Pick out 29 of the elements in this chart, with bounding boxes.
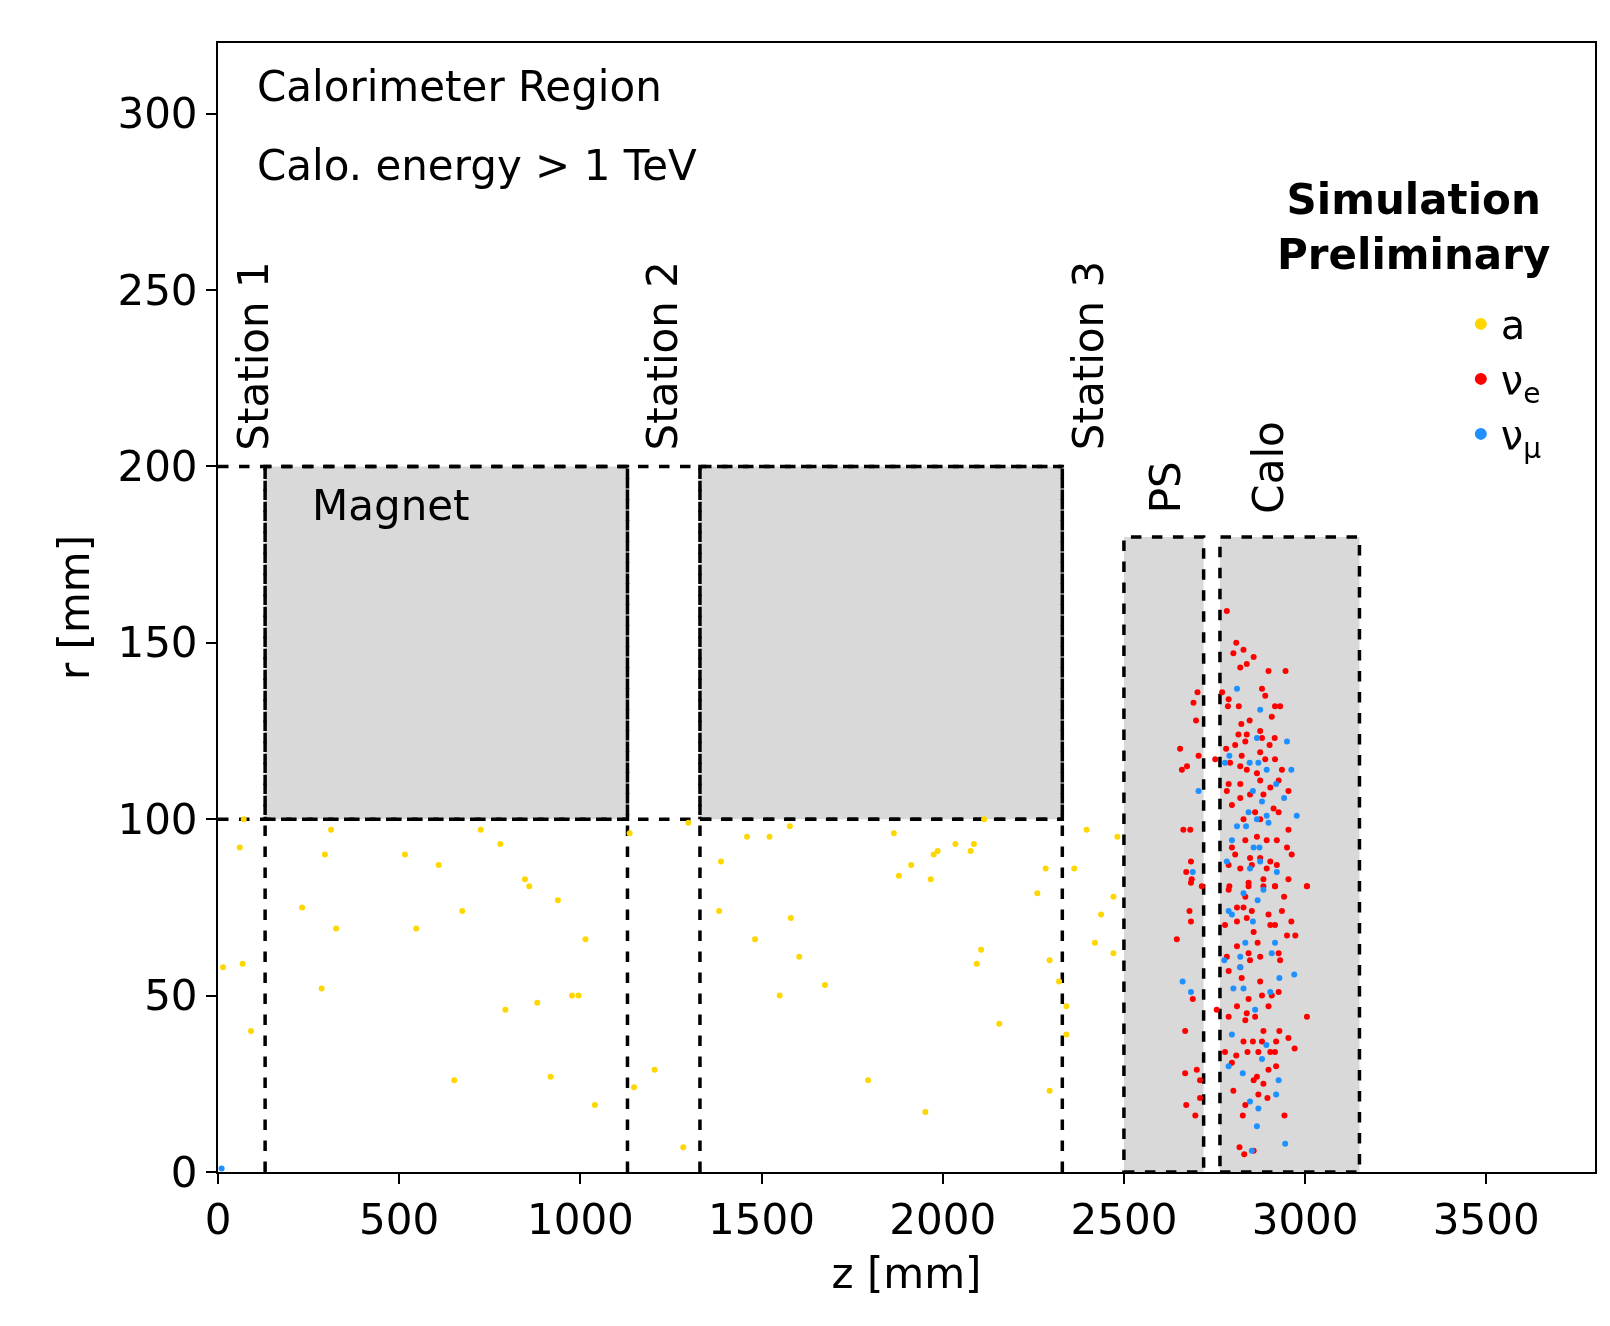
x-tick-label: 3500 (1432, 1195, 1540, 1245)
annotation: PS (1140, 461, 1190, 514)
y-tick-label: 250 (117, 265, 198, 315)
x-tick-label: 0 (204, 1195, 232, 1245)
y-tick-label: 300 (117, 89, 198, 139)
y-tick-label: 200 (117, 442, 198, 492)
x-tick-label: 1000 (526, 1195, 634, 1245)
legend-label: ν$_{e}$ (1500, 357, 1541, 410)
y-tick-label: 150 (117, 618, 198, 668)
x-tick-label: 500 (359, 1195, 440, 1245)
x-axis-title: z [mm] (831, 1248, 982, 1298)
annotation: Station 1 (229, 261, 279, 451)
annotation: Simulation Preliminary (1277, 175, 1551, 279)
annotation: Magnet (312, 481, 470, 530)
x-tick-label: 2500 (1070, 1195, 1178, 1245)
legend-label: a (1500, 302, 1526, 349)
x-tick-label: 3000 (1251, 1195, 1359, 1245)
y-axis-title: r [mm] (49, 534, 99, 681)
annotation: Calo. energy > 1 TeV (257, 141, 698, 190)
y-tick-label: 0 (170, 1147, 198, 1197)
annotation: Station 3 (1063, 260, 1113, 451)
x-tick-label: 2000 (889, 1195, 997, 1245)
annotation: Station 2 (637, 261, 687, 451)
legend-label: ν$_{μ}$ (1500, 412, 1542, 465)
y-tick-label: 50 (144, 971, 198, 1021)
x-tick-label: 1500 (708, 1195, 815, 1245)
annotation: Calorimeter Region (257, 62, 662, 111)
y-tick-label: 100 (117, 794, 198, 844)
annotation: Calo (1244, 421, 1294, 514)
